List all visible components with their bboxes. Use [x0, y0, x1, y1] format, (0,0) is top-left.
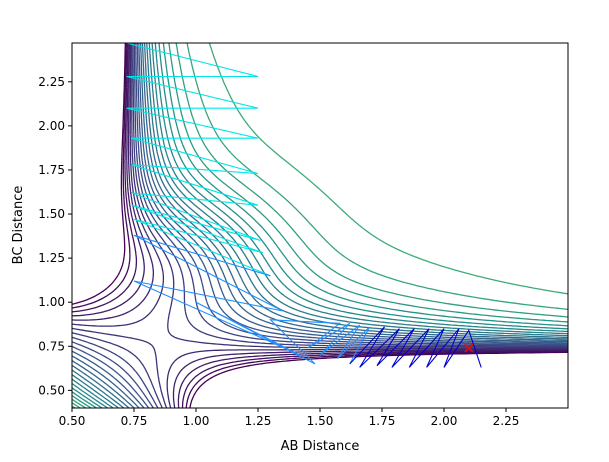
end-point-marker [464, 343, 474, 353]
x-tick-label: 1.00 [183, 414, 210, 428]
contour-level [72, 43, 568, 408]
contour-level [72, 43, 568, 408]
x-tick-label: 2.25 [493, 414, 520, 428]
y-tick-label: 0.75 [38, 339, 65, 353]
contour-level [72, 43, 568, 408]
contour-level [72, 43, 568, 408]
y-axis-ticks: 0.50 0.75 1.00 1.25 1.50 1.75 2.00 2.25 [38, 75, 72, 397]
contour-level [72, 43, 568, 408]
y-tick-label: 2.25 [38, 75, 65, 89]
contour-level [72, 43, 568, 408]
contour-level [72, 43, 568, 408]
end-marker [464, 343, 474, 353]
x-tick-label: 1.50 [307, 414, 334, 428]
y-tick-label: 1.50 [38, 207, 65, 221]
contour-level [72, 43, 568, 408]
contour-level [72, 43, 568, 408]
y-tick-label: 1.75 [38, 163, 65, 177]
x-axis-label: AB Distance [281, 439, 360, 454]
contour-level [72, 43, 568, 408]
trajectory [126, 43, 482, 368]
contour-level [72, 43, 568, 408]
contour-level [72, 43, 568, 408]
x-tick-label: 0.50 [59, 414, 86, 428]
x-tick-label: 2.00 [431, 414, 458, 428]
contour-level [72, 43, 568, 408]
contour-level [72, 43, 568, 408]
contour-level [72, 43, 568, 408]
x-tick-label: 0.75 [121, 414, 148, 428]
y-tick-label: 1.00 [38, 295, 65, 309]
x-tick-label: 1.75 [369, 414, 396, 428]
trajectory-segment [126, 43, 271, 277]
x-tick-label: 1.25 [245, 414, 272, 428]
trajectory-segment [133, 234, 371, 365]
contour-level [72, 43, 568, 408]
y-tick-label: 0.50 [38, 383, 65, 397]
y-tick-label: 1.25 [38, 251, 65, 265]
y-tick-label: 2.00 [38, 119, 65, 133]
x-axis-ticks: 0.50 0.75 1.00 1.25 1.50 1.75 2.00 2.25 [59, 408, 520, 428]
trajectory-segment [349, 326, 482, 368]
contour-level [72, 43, 568, 408]
contour-level [72, 43, 568, 408]
y-axis-label: BC Distance [11, 186, 26, 265]
